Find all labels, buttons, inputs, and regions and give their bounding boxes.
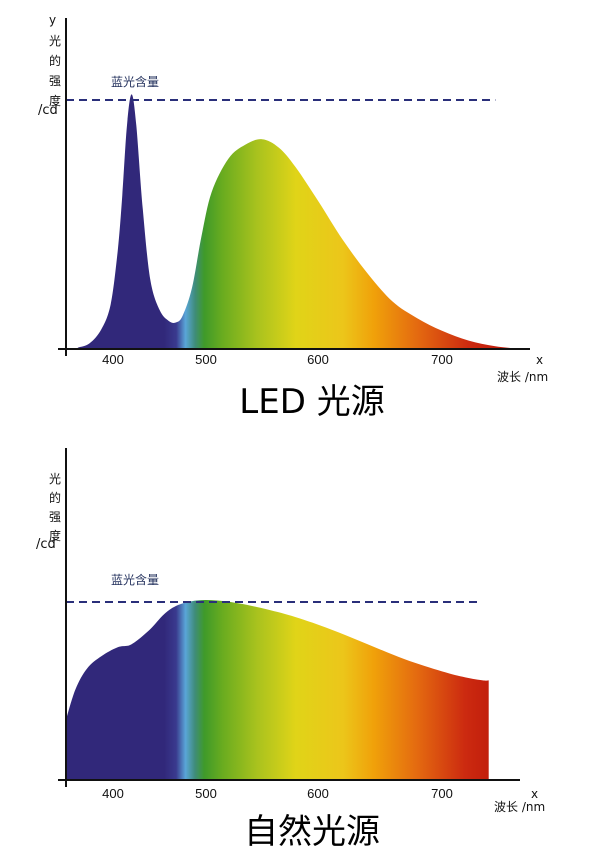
led-y-unit: /cd	[38, 103, 58, 118]
natural-spectrum-area	[66, 600, 489, 780]
led-x-ticks: 400 500 600 700	[102, 352, 453, 367]
natural-spectrum-chart: 蓝光含量 光 的 强 度 /cd 400 500 600 700 x 波长 /nm 自…	[36, 448, 545, 852]
led-spectrum-area	[77, 94, 523, 350]
natural-y-unit: /cd	[36, 537, 56, 552]
led-spectrum-chart: 蓝光含量 y 光 的 强 度 /cd 400 500 600 700 x 波长 /nm…	[38, 13, 548, 422]
natural-y-axis-label: 光 的 强 度 /cd	[36, 472, 61, 552]
x-tick-label: 400	[102, 786, 124, 801]
led-y-char-3: 强	[49, 74, 61, 88]
x-tick-label: 400	[102, 352, 124, 367]
natural-x-letter: x	[531, 787, 538, 801]
x-tick-label: 500	[195, 786, 217, 801]
led-x-letter: x	[536, 353, 543, 367]
natural-blue-light-label: 蓝光含量	[111, 572, 159, 587]
natural-y-char-3: 强	[49, 510, 61, 524]
led-y-char-2: 的	[49, 53, 61, 68]
led-blue-light-label: 蓝光含量	[111, 74, 159, 89]
natural-y-char-2: 的	[49, 490, 61, 505]
led-x-axis-label: 波长 /nm	[497, 370, 548, 384]
led-y-axis-label: y 光 的 强 度 /cd	[38, 13, 61, 118]
led-y-char-1: 光	[49, 34, 61, 48]
natural-y-char-1: 光	[49, 472, 61, 486]
x-tick-label: 700	[431, 786, 453, 801]
natural-x-ticks: 400 500 600 700	[102, 786, 453, 801]
led-y-char-4: 度	[49, 93, 61, 108]
led-chart-title: LED 光源	[239, 382, 384, 422]
natural-y-char-4: 度	[49, 528, 61, 543]
natural-x-axis-label: 波长 /nm	[494, 800, 545, 814]
led-y-letter: y	[49, 13, 56, 27]
x-tick-label: 700	[431, 352, 453, 367]
x-tick-label: 600	[307, 786, 329, 801]
natural-chart-title: 自然光源	[244, 812, 380, 852]
x-tick-label: 600	[307, 352, 329, 367]
x-tick-label: 500	[195, 352, 217, 367]
